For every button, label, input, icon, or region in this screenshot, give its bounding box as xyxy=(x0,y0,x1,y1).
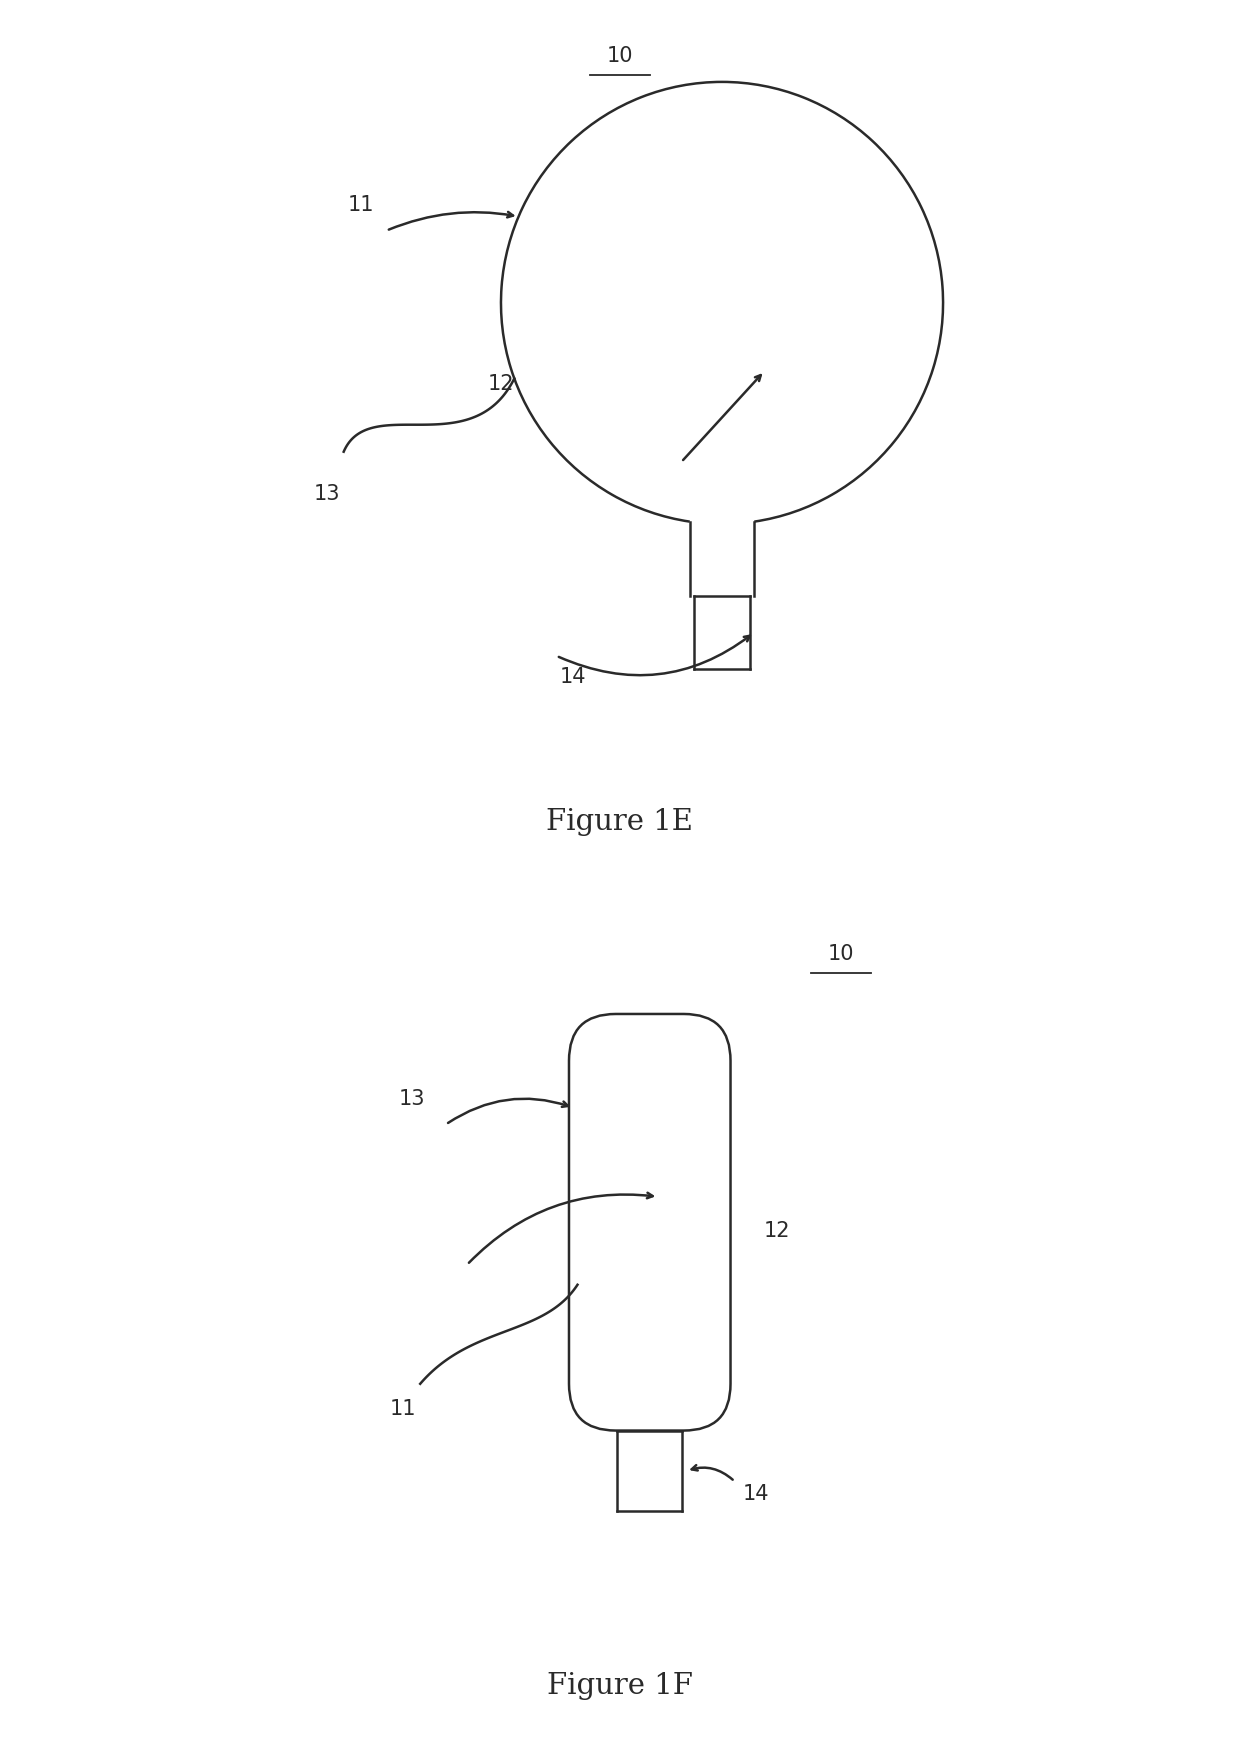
Text: 11: 11 xyxy=(389,1399,417,1420)
Text: 14: 14 xyxy=(560,667,587,686)
Text: 10: 10 xyxy=(606,47,634,66)
Text: 11: 11 xyxy=(347,195,374,216)
Text: 12: 12 xyxy=(487,375,515,394)
Text: Figure 1E: Figure 1E xyxy=(547,808,693,836)
Text: Figure 1F: Figure 1F xyxy=(547,1672,693,1700)
Text: 13: 13 xyxy=(398,1089,425,1110)
Text: 14: 14 xyxy=(743,1484,769,1505)
Text: 10: 10 xyxy=(828,944,854,965)
Text: 12: 12 xyxy=(764,1221,791,1240)
Text: 13: 13 xyxy=(314,484,340,503)
